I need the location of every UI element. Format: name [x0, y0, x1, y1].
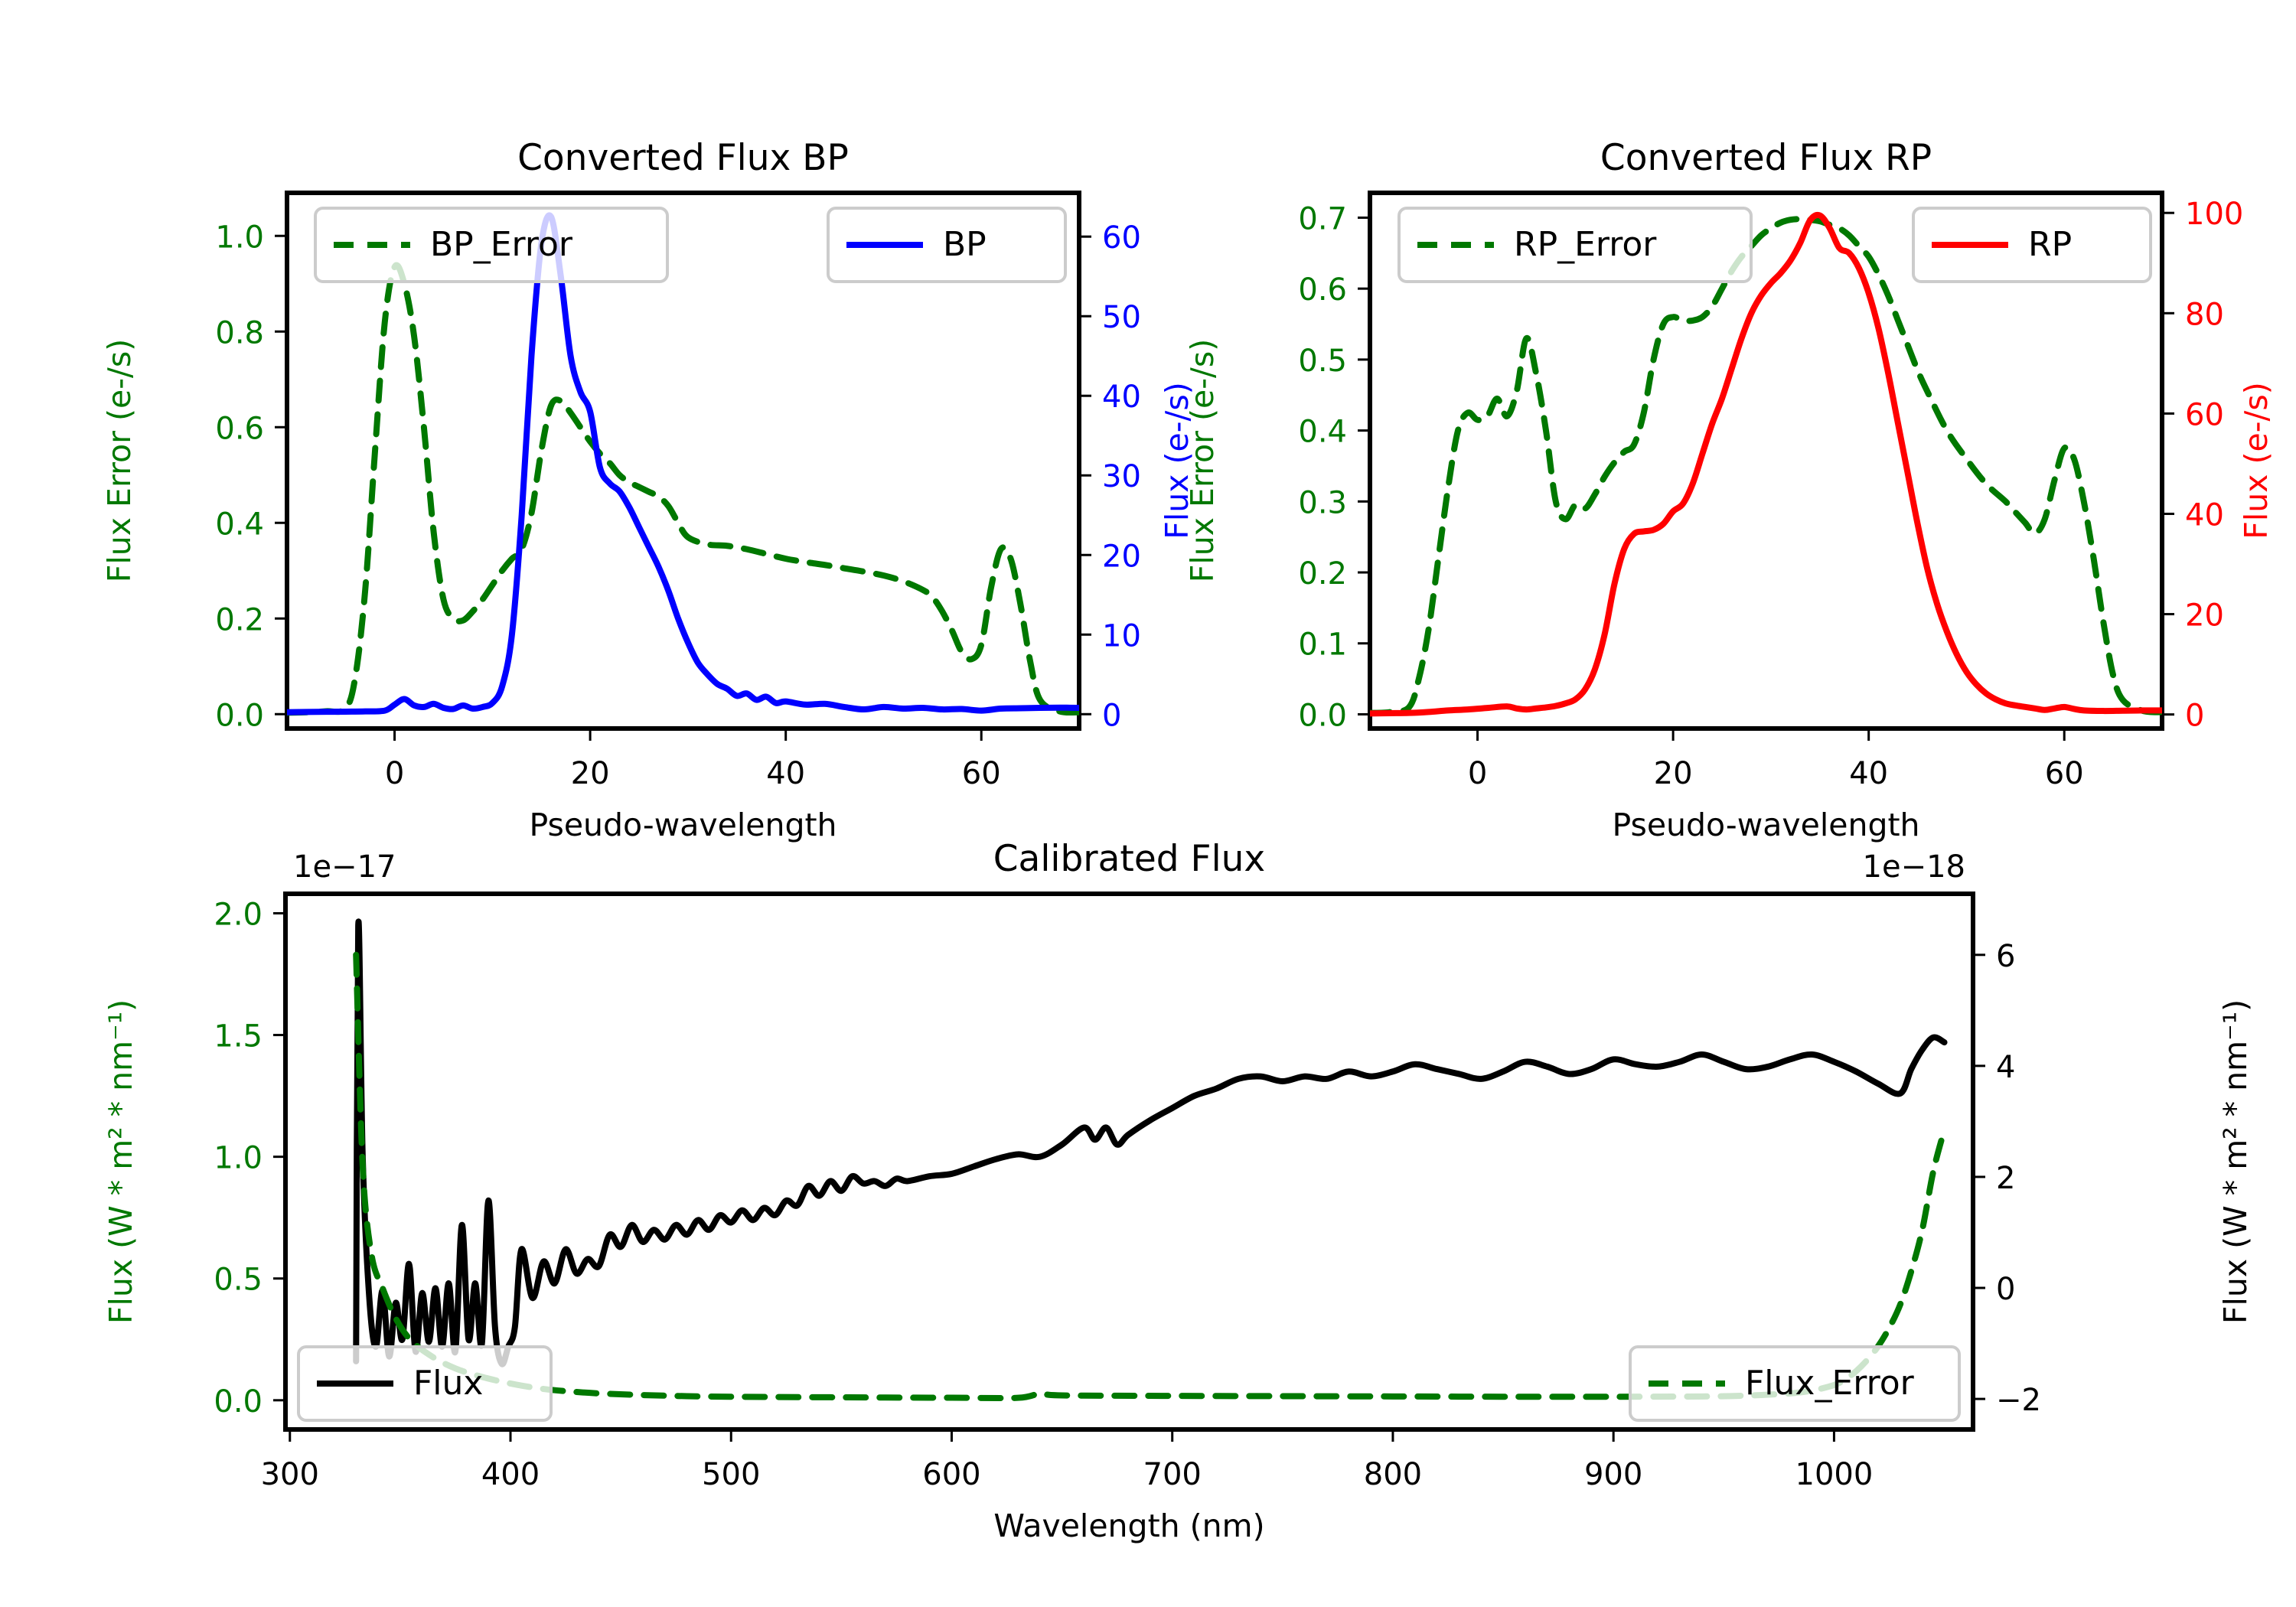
x-tick-label-rp-0: 0	[1468, 756, 1487, 791]
y-right-tick-label-bp-6: 60	[1102, 220, 1141, 256]
legend-bp-main[interactable]: BP	[827, 207, 1067, 283]
series-curve-bp-bp_error	[287, 262, 1079, 716]
legend-rp-main[interactable]: RP	[1912, 207, 2152, 283]
y-left-tick-label-rp-7: 0.7	[1298, 201, 1347, 236]
series-curve-rp-rp	[1370, 211, 2162, 717]
y-right-tick-label-bp-0: 0	[1102, 698, 1121, 733]
y-right-tick-label-calibrated-0: −2	[1996, 1383, 2041, 1418]
plot-frame-bp	[285, 191, 1081, 731]
y-offset-left-calibrated: 1e−17	[293, 849, 396, 885]
panel-rp: 0 20 40 60 0.0 0.1 0.2 0.3 0.4 0.5 0.6 0.7 0 20 40 60 80…	[1184, 137, 2275, 843]
legend-label-bp-error: BP_Error	[430, 225, 573, 264]
plot-frame-calibrated	[283, 892, 1975, 1432]
legend-label-rp-main: RP	[2028, 225, 2072, 264]
y-left-tick-label-rp-1: 0.1	[1298, 627, 1347, 663]
x-axis-label-rp: Pseudo-wavelength	[1612, 807, 1919, 843]
y-left-tick-label-rp-5: 0.5	[1298, 344, 1347, 379]
y-right-tick-label-calibrated-4: 6	[1996, 939, 2015, 974]
panel-title-rp: Converted Flux RP	[1600, 137, 1932, 179]
y-right-tick-label-rp-0: 0	[2185, 699, 2204, 734]
y-offset-right-calibrated: 1e−18	[1863, 849, 1965, 885]
y-right-tick-label-rp-1: 20	[2185, 598, 2224, 634]
legend-label-calibrated-fluxerror: Flux_Error	[1745, 1364, 1915, 1403]
y-left-tick-label-rp-4: 0.4	[1298, 415, 1347, 450]
plot-frame-rp	[1368, 191, 2164, 731]
y-right-tick-label-rp-3: 60	[2185, 397, 2224, 432]
y-right-tick-label-bp-1: 10	[1102, 618, 1141, 654]
x-tick-label-bp-3: 60	[962, 756, 1001, 791]
series-curve-calibrated-flux_error	[353, 951, 1948, 1402]
y-left-tick-label-calibrated-2: 1.0	[214, 1141, 263, 1176]
y-axis-label-left-rp: Flux Error (e-/s)	[1184, 339, 1221, 582]
y-axis-label-left-calibrated: Flux (W * m² * nm⁻¹)	[103, 999, 139, 1324]
legend-label-calibrated-flux: Flux	[413, 1364, 483, 1403]
y-right-tick-label-calibrated-2: 2	[1996, 1161, 2015, 1196]
x-tick-label-rp-2: 40	[1849, 756, 1888, 791]
legend-box-rp-main	[1912, 207, 2152, 283]
legend-box-calibrated-fluxerror	[1629, 1345, 1961, 1422]
y-right-tick-label-rp-4: 80	[2185, 297, 2224, 332]
panel-calibrated: 300 400 500 600 700 800 900 1000 0.0 0.5 1.0 1.5 2.0…	[103, 838, 2254, 1544]
y-left-tick-label-bp-5: 1.0	[215, 220, 264, 255]
x-tick-label-rp-1: 20	[1654, 756, 1693, 791]
x-tick-label-calibrated-4: 700	[1143, 1457, 1202, 1492]
x-tick-label-calibrated-7: 1000	[1795, 1457, 1874, 1492]
legend-bp-error[interactable]: BP_Error	[314, 207, 669, 283]
y-left-tick-label-rp-0: 0.0	[1298, 698, 1347, 733]
y-left-tick-label-calibrated-1: 0.5	[214, 1263, 263, 1298]
y-right-tick-label-rp-5: 100	[2185, 197, 2243, 232]
legend-box-bp-error	[314, 207, 669, 283]
y-left-tick-label-rp-3: 0.3	[1298, 485, 1347, 520]
y-left-tick-label-bp-1: 0.2	[215, 602, 264, 637]
x-tick-label-calibrated-1: 400	[481, 1457, 540, 1492]
y-left-tick-label-calibrated-4: 2.0	[214, 897, 263, 932]
legend-rp-error[interactable]: RP_Error	[1397, 207, 1753, 283]
y-left-tick-label-bp-0: 0.0	[215, 698, 264, 733]
y-left-tick-label-calibrated-3: 1.5	[214, 1019, 263, 1054]
y-left-tick-label-rp-2: 0.2	[1298, 556, 1347, 592]
x-tick-label-rp-3: 60	[2045, 756, 2084, 791]
legend-calibrated-flux[interactable]: Flux	[297, 1345, 553, 1422]
y-right-tick-label-bp-2: 20	[1102, 539, 1141, 574]
x-tick-label-calibrated-0: 300	[261, 1457, 319, 1492]
x-tick-label-calibrated-5: 800	[1364, 1457, 1422, 1492]
legend-label-rp-error: RP_Error	[1514, 225, 1657, 264]
legend-box-bp-main	[827, 207, 1067, 283]
y-axis-label-right-bp: Flux (e-/s)	[1159, 382, 1195, 539]
legend-box-calibrated-flux	[297, 1345, 553, 1422]
y-left-tick-label-bp-3: 0.6	[215, 411, 264, 446]
panel-title-bp: Converted Flux BP	[517, 137, 849, 179]
y-right-tick-label-bp-5: 50	[1102, 300, 1141, 335]
y-left-tick-label-bp-4: 0.8	[215, 315, 264, 350]
legend-calibrated-fluxerror[interactable]: Flux_Error	[1629, 1345, 1961, 1422]
x-tick-label-calibrated-2: 500	[702, 1457, 760, 1492]
x-tick-label-bp-0: 0	[385, 756, 404, 791]
y-right-tick-label-bp-4: 40	[1102, 380, 1141, 415]
x-tick-label-bp-2: 40	[766, 756, 805, 791]
y-left-tick-label-rp-6: 0.6	[1298, 272, 1347, 308]
y-right-tick-label-calibrated-1: 0	[1996, 1272, 2015, 1307]
x-axis-label-bp: Pseudo-wavelength	[529, 807, 837, 843]
x-tick-label-calibrated-6: 900	[1584, 1457, 1642, 1492]
legend-label-bp-main: BP	[943, 225, 987, 264]
y-axis-label-left-bp: Flux Error (e-/s)	[101, 339, 138, 582]
x-axis-label-calibrated: Wavelength (nm)	[993, 1508, 1264, 1544]
y-right-tick-label-rp-2: 40	[2185, 497, 2224, 533]
legend-box-rp-error	[1397, 207, 1753, 283]
series-curve-bp-bp	[287, 212, 1079, 715]
x-tick-label-calibrated-3: 600	[922, 1457, 980, 1492]
y-right-tick-label-calibrated-3: 4	[1996, 1050, 2015, 1085]
y-left-tick-label-calibrated-0: 0.0	[214, 1384, 263, 1420]
y-axis-label-right-rp: Flux (e-/s)	[2238, 382, 2275, 539]
series-curve-calibrated-flux	[353, 918, 1948, 1367]
y-axis-label-right-calibrated: Flux (W * m² * nm⁻¹)	[2217, 999, 2254, 1324]
x-tick-label-bp-1: 20	[571, 756, 610, 791]
y-left-tick-label-bp-2: 0.4	[215, 507, 264, 542]
panel-title-calibrated: Calibrated Flux	[993, 838, 1266, 880]
y-right-tick-label-bp-3: 30	[1102, 459, 1141, 494]
panel-bp: 0 20 40 60 0.0 0.2 0.4 0.6 0.8 1.0 0 10 20 30 40 50 60 Co…	[101, 137, 1195, 843]
